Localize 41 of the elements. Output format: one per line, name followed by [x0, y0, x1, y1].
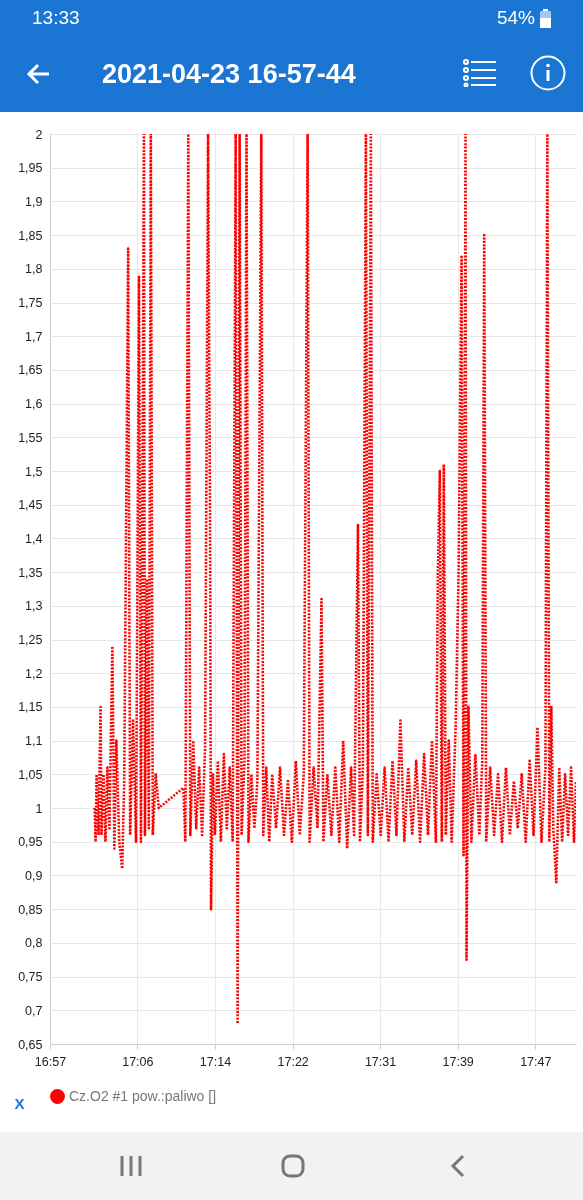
line-series [93, 134, 576, 1026]
legend-label: Cz.O2 #1 pow.:paliwo [] [69, 1087, 217, 1104]
x-tick-label: 16:57 [34, 1054, 67, 1069]
y-tick-label: 0,65 [18, 1037, 43, 1052]
y-tick-label: 0,8 [25, 936, 43, 951]
y-tick-label: 2 [35, 127, 43, 142]
text: 54% [496, 7, 535, 29]
x-tick-label: 17:06 [122, 1054, 154, 1069]
y-tick-label: 1,5 [25, 464, 43, 479]
y-tick-label: 1,7 [25, 329, 43, 344]
y-tick-label: 1,25 [18, 633, 43, 648]
y-tick-label: 0,85 [18, 902, 43, 917]
chart-title: 2021-04-23 16-57-44 [102, 59, 356, 90]
x-tick-label: 17:14 [199, 1054, 232, 1069]
y-tick-label: 1,4 [25, 531, 43, 546]
text: 13:33 [32, 7, 80, 29]
y-tick-label: 1,6 [25, 397, 43, 412]
y-tick-label: 1,55 [18, 430, 43, 445]
x-tick-label: 17:31 [364, 1054, 397, 1069]
y-tick-label: 0,9 [25, 868, 43, 883]
y-tick-label: 0,75 [18, 970, 43, 985]
x-tick-label: 17:39 [442, 1054, 474, 1069]
y-tick-label: 1,95 [18, 161, 43, 176]
y-tick-label: 1,45 [18, 498, 43, 513]
y-tick-label: 1,3 [25, 599, 43, 614]
y-tick-label: 1,75 [18, 296, 43, 311]
y-tick-label: 1,1 [25, 734, 43, 749]
y-tick-label: 1,05 [18, 767, 43, 782]
x-tick-label: 17:47 [520, 1054, 552, 1069]
y-tick-label: 1,8 [25, 262, 43, 277]
x-axis-title: X [14, 1094, 25, 1112]
x-tick-label: 17:22 [277, 1054, 309, 1069]
y-tick-label: 1,2 [25, 666, 43, 681]
y-tick-label: 1,9 [25, 194, 43, 209]
y-tick-label: 0,7 [25, 1003, 43, 1018]
y-tick-label: 1,65 [18, 363, 43, 378]
y-tick-label: 1,85 [18, 228, 43, 243]
y-tick-label: 1 [35, 801, 43, 816]
y-tick-label: 0,95 [18, 835, 43, 850]
y-tick-label: 1,35 [18, 565, 43, 580]
y-tick-label: 1,15 [18, 700, 43, 715]
